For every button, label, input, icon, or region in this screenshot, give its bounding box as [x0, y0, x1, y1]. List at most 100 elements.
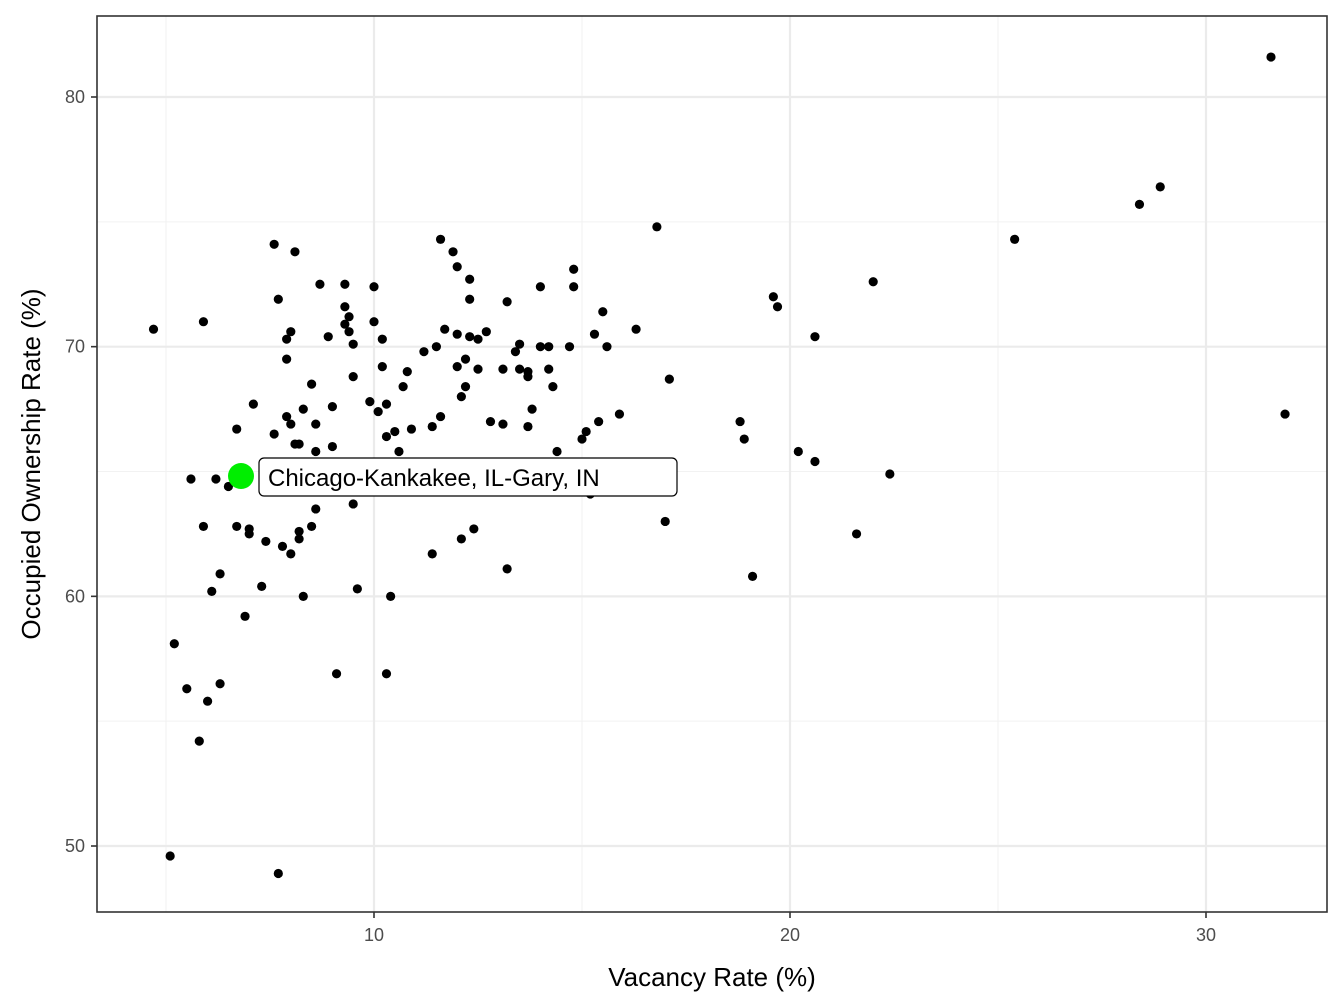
data-point [1155, 182, 1165, 192]
data-point [269, 429, 279, 439]
x-tick-label: 30 [1196, 925, 1216, 945]
data-point [602, 342, 612, 352]
data-point [427, 549, 437, 559]
y-axis-title: Occupied Ownership Rate (%) [16, 288, 46, 639]
data-point [269, 239, 279, 249]
data-point [485, 416, 496, 427]
x-axis: 10 20 30 [364, 912, 1216, 945]
data-point [569, 282, 579, 292]
data-point [244, 529, 254, 539]
data-point [515, 364, 525, 374]
data-point [535, 342, 546, 352]
data-point [1280, 409, 1290, 419]
data-point [348, 339, 358, 349]
data-point [386, 591, 396, 601]
data-point [631, 324, 641, 334]
data-point [381, 399, 392, 409]
data-point [465, 332, 475, 342]
data-point [277, 541, 288, 552]
data-point [223, 481, 233, 492]
data-point [390, 426, 400, 437]
data-point [581, 426, 591, 437]
data-point [340, 302, 350, 312]
data-point [868, 277, 878, 287]
data-point [344, 327, 354, 337]
data-point [660, 516, 670, 527]
data-point [564, 342, 575, 352]
data-point [294, 534, 304, 544]
data-point [240, 611, 250, 621]
data-point [481, 327, 491, 337]
data-point [548, 382, 558, 392]
data-point [652, 222, 662, 232]
data-point [215, 679, 225, 689]
data-point [340, 319, 350, 329]
data-point [273, 868, 283, 879]
data-point [456, 392, 466, 402]
data-point [307, 521, 317, 532]
data-point [294, 526, 304, 537]
data-point [473, 334, 483, 344]
callout-label: Chicago-Kankakee, IL-Gary, IN [268, 465, 600, 492]
data-point [577, 434, 587, 444]
data-point [1010, 234, 1020, 244]
data-point [419, 347, 429, 357]
data-point [282, 354, 292, 364]
data-point [1134, 199, 1145, 209]
data-point [261, 536, 271, 547]
data-point [232, 521, 242, 532]
data-point [739, 434, 749, 444]
data-point [215, 569, 225, 579]
data-point [594, 416, 604, 427]
data-point [498, 364, 508, 374]
data-point [885, 469, 895, 479]
data-point [248, 399, 258, 409]
data-point [194, 736, 204, 746]
data-point [498, 419, 508, 429]
data-point [460, 382, 471, 392]
data-point [448, 247, 458, 257]
data-point [365, 396, 375, 407]
data-point [286, 327, 296, 337]
data-point [402, 367, 412, 377]
data-point [311, 446, 321, 457]
data-point [315, 279, 325, 289]
data-point [273, 294, 283, 304]
data-point [369, 317, 379, 327]
data-point [406, 424, 417, 434]
data-point [381, 431, 392, 442]
data-point [515, 339, 525, 349]
highlight-dot [228, 463, 254, 489]
highlighted-point: Chicago-Kankakee, IL-Gary, IN [228, 457, 678, 497]
data-point [327, 401, 337, 412]
data-point [523, 372, 533, 382]
data-point [502, 564, 512, 574]
data-point [435, 234, 446, 244]
data-point [510, 347, 521, 357]
data-point [569, 264, 579, 274]
data-point [527, 404, 537, 414]
data-point [456, 534, 466, 544]
data-point [465, 274, 475, 284]
data-point [614, 409, 625, 419]
data-point [435, 411, 446, 422]
data-point [373, 406, 383, 417]
x-tick-label: 10 [364, 925, 384, 945]
data-point [460, 354, 471, 364]
x-axis-title: Vacancy Rate (%) [608, 962, 816, 992]
data-point [307, 379, 317, 389]
data-point [311, 504, 321, 514]
data-point [810, 456, 820, 467]
data-point [664, 374, 674, 384]
data-point [290, 247, 300, 257]
data-point [257, 581, 267, 591]
data-point [440, 324, 450, 334]
data-point [323, 332, 333, 342]
x-tick-label: 20 [780, 925, 800, 945]
data-point [544, 342, 554, 352]
data-point [286, 549, 296, 559]
data-point [598, 307, 608, 317]
data-point [369, 282, 379, 292]
data-point [544, 364, 554, 374]
